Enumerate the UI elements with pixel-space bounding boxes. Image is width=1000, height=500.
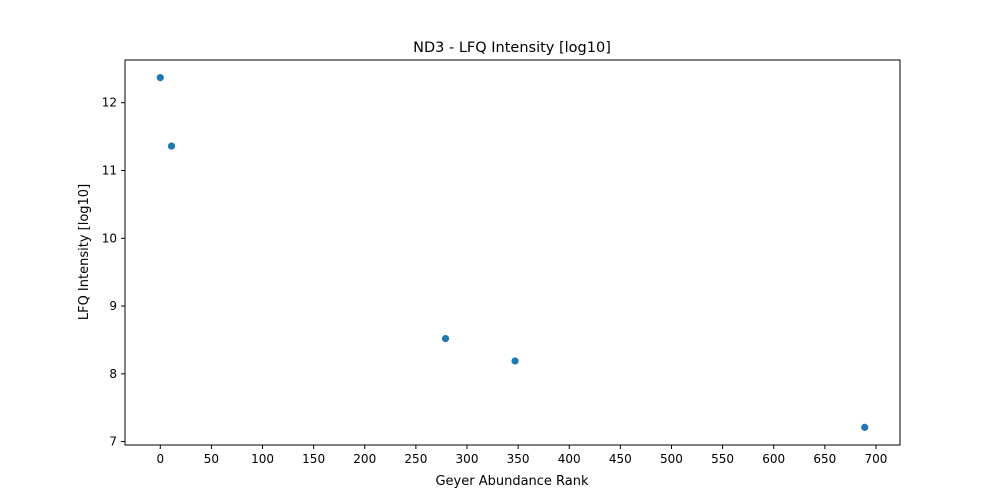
y-axis: 7 8 9 10 11 12 xyxy=(102,96,125,449)
x-tick-label: 350 xyxy=(507,452,530,466)
x-tick-label: 700 xyxy=(865,452,888,466)
x-tick-label: 550 xyxy=(711,452,734,466)
y-tick-label: 10 xyxy=(102,231,117,245)
x-tick-label: 300 xyxy=(456,452,479,466)
data-point xyxy=(156,74,164,82)
x-tick-label: 50 xyxy=(204,452,219,466)
x-axis: 0 50 100 150 200 250 300 350 400 450 500 550 600 650 7… xyxy=(156,445,887,466)
data-point xyxy=(861,423,869,431)
x-tick-label: 150 xyxy=(302,452,325,466)
x-tick-label: 600 xyxy=(762,452,785,466)
x-tick-label: 0 xyxy=(156,452,164,466)
x-tick-label: 200 xyxy=(353,452,376,466)
data-points xyxy=(156,74,869,431)
chart-title: ND3 - LFQ Intensity [log10] xyxy=(413,40,611,56)
y-tick-label: 11 xyxy=(102,163,117,177)
data-point xyxy=(441,334,450,343)
x-tick-label: 100 xyxy=(251,452,274,466)
x-axis-label: Geyer Abundance Rank xyxy=(435,474,589,489)
x-tick-label: 250 xyxy=(404,452,427,466)
x-tick-label: 400 xyxy=(558,452,581,466)
data-point xyxy=(511,357,519,365)
y-tick-label: 8 xyxy=(109,367,117,381)
x-tick-label: 450 xyxy=(609,452,632,466)
x-tick-label: 650 xyxy=(813,452,836,466)
y-tick-label: 12 xyxy=(102,96,117,110)
y-axis-label: LFQ Intensity [log10] xyxy=(77,184,92,320)
x-tick-label: 500 xyxy=(660,452,683,466)
plot-area xyxy=(124,59,901,446)
y-tick-label: 7 xyxy=(109,435,117,449)
y-tick-label: 9 xyxy=(109,299,117,313)
data-point xyxy=(167,142,176,150)
plot-frame xyxy=(124,59,901,446)
